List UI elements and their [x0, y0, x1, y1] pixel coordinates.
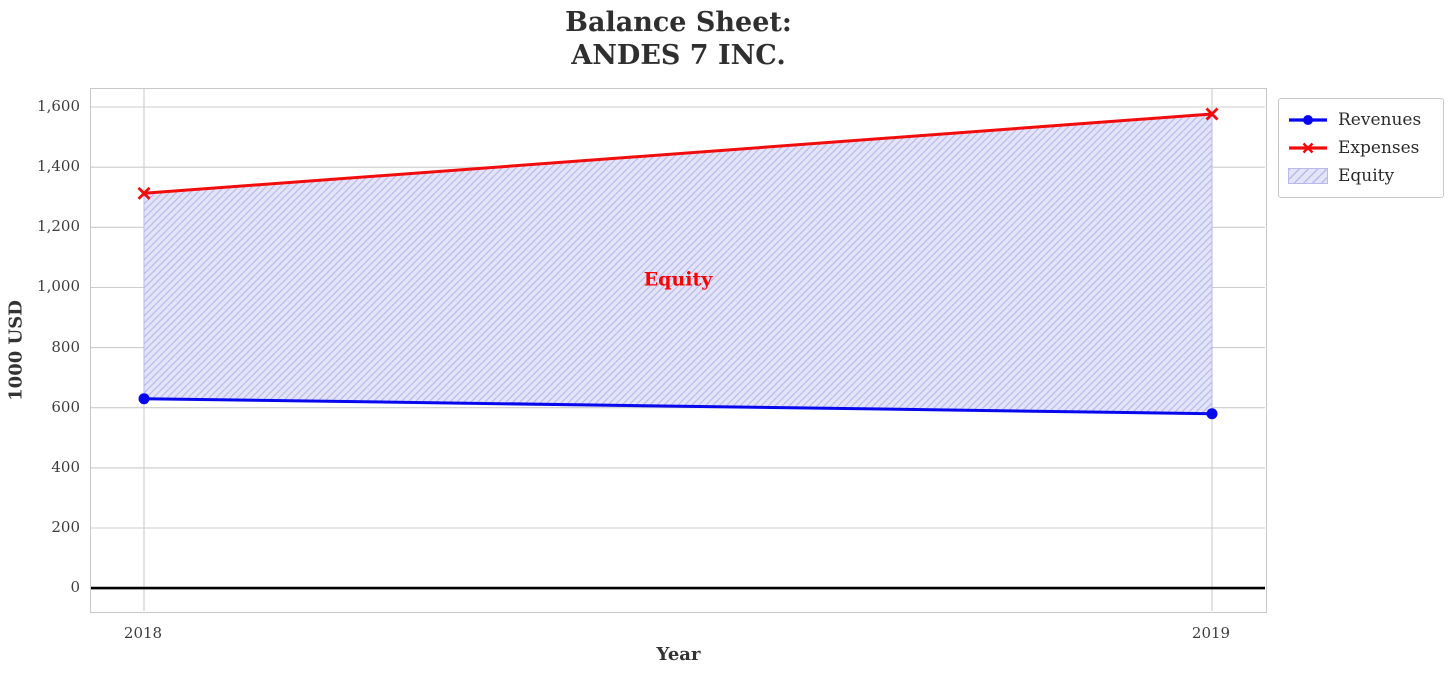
- equity-area: [143, 113, 1213, 415]
- expenses-marker: [137, 186, 151, 200]
- plot-canvas: Equity: [91, 89, 1265, 611]
- chart-title-line-1: Balance Sheet:: [565, 7, 792, 38]
- y-tick-label: 1,600: [37, 97, 80, 116]
- expenses-marker: [1205, 107, 1219, 121]
- y-tick-label: 600: [51, 397, 80, 416]
- legend-label-expenses: Expenses: [1338, 138, 1420, 158]
- y-axis-label: 1000 USD: [5, 300, 27, 401]
- y-tick-label: 1,400: [37, 157, 80, 176]
- revenues-line: [143, 397, 1213, 416]
- revenues-marker: [1206, 408, 1218, 420]
- x-axis-label: Year: [656, 644, 701, 665]
- y-tick-label: 1,000: [37, 277, 80, 296]
- y-tick-label: 0: [70, 578, 80, 597]
- equity-hatch-swatch-icon: [1288, 168, 1328, 184]
- chart-title-line-2: ANDES 7 INC.: [571, 40, 786, 71]
- legend-row-expenses: Expenses: [1288, 134, 1433, 162]
- y-tick-label: 400: [51, 457, 80, 476]
- legend-label-equity: Equity: [1338, 166, 1395, 186]
- revenues-marker: [138, 393, 150, 405]
- plot-area: Equity: [90, 88, 1267, 613]
- y-tick-label: 200: [51, 518, 80, 536]
- y-tick-label: 800: [51, 337, 80, 356]
- legend-label-revenues: Revenues: [1338, 110, 1422, 130]
- x-tick-label: 2018: [123, 624, 163, 642]
- revenues-line-swatch-icon: [1289, 115, 1327, 125]
- x-tick-label: 2019: [1191, 624, 1231, 642]
- expenses-line: [143, 112, 1213, 195]
- legend-row-equity: Equity: [1288, 162, 1433, 190]
- y-tick-label: 1,200: [37, 217, 80, 236]
- legend-row-revenues: Revenues: [1288, 106, 1433, 134]
- expenses-line-swatch-icon: [1289, 142, 1327, 154]
- legend: Revenues Expenses Equity: [1278, 98, 1444, 198]
- equity-annotation: Equity: [644, 268, 714, 290]
- chart-title: Balance Sheet: ANDES 7 INC.: [90, 6, 1267, 72]
